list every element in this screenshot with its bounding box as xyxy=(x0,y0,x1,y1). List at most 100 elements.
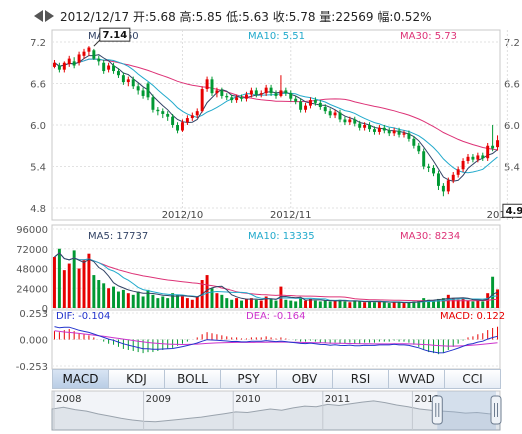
tab-cci[interactable]: CCI xyxy=(444,369,501,389)
volume-bar xyxy=(308,298,312,308)
macd-y-tick: 0.000 xyxy=(19,336,48,347)
candle-body xyxy=(52,62,56,67)
volume-bar xyxy=(284,299,288,308)
macd-legend-item: MACD: 0.122 xyxy=(440,311,505,322)
volume-bar xyxy=(146,289,150,308)
volume-legend-item: MA5: 17737 xyxy=(88,231,148,242)
volume-bar xyxy=(446,294,450,308)
tab-obv[interactable]: OBV xyxy=(276,369,333,389)
candle-body xyxy=(126,79,130,83)
volume-bar xyxy=(230,299,234,308)
candle-body xyxy=(387,130,391,134)
volume-bar xyxy=(77,268,81,308)
tab-wvad[interactable]: WVAD xyxy=(388,369,445,389)
volume-y-tick: 24000 xyxy=(16,284,48,295)
candle-body xyxy=(313,100,317,103)
volume-bar xyxy=(289,300,293,308)
candle-body xyxy=(77,54,81,63)
volume-y-tick: 0 xyxy=(42,304,48,315)
volume-bar xyxy=(62,270,66,308)
volume-bar xyxy=(269,298,273,308)
ma30-line xyxy=(54,58,498,151)
volume-bar xyxy=(205,275,209,308)
volume-bar xyxy=(82,260,86,308)
candle-body xyxy=(151,97,155,110)
candle-body xyxy=(87,47,91,52)
candle-body xyxy=(368,125,372,130)
right-triangle-icon[interactable] xyxy=(45,10,54,22)
volume-bar xyxy=(392,302,396,308)
candle-body xyxy=(264,87,268,94)
volume-bar xyxy=(471,301,475,308)
volume-bar xyxy=(323,300,327,308)
price-y-tick-right: 5.4 xyxy=(504,163,520,174)
volume-legend-item: MA10: 13335 xyxy=(248,231,315,242)
candle-body xyxy=(220,90,224,96)
volume-bar xyxy=(235,298,239,308)
candle-body xyxy=(294,98,298,102)
volume-bar xyxy=(481,301,485,308)
volume-bar xyxy=(121,289,125,308)
annotation-box xyxy=(502,203,522,218)
volume-bar xyxy=(195,296,199,308)
candle-body xyxy=(249,90,253,95)
candle-body xyxy=(412,138,416,146)
macd-legend-item: DEA: -0.164 xyxy=(246,311,305,322)
volume-bar xyxy=(328,301,332,308)
volume-bar xyxy=(171,293,175,308)
annotation-leader xyxy=(93,39,101,47)
tab-boll[interactable]: BOLL xyxy=(164,369,221,389)
volume-bar xyxy=(87,253,91,308)
volume-bar xyxy=(343,301,347,308)
candle-body xyxy=(353,119,357,124)
volume-bar xyxy=(294,301,298,308)
volume-bar xyxy=(259,300,263,308)
candle-body xyxy=(323,107,327,112)
price-y-tick-right: 7.2 xyxy=(504,38,520,49)
candle-body xyxy=(377,127,381,132)
volume-bar xyxy=(210,288,214,308)
annotation-label: 7.14 xyxy=(103,30,128,41)
candle-body xyxy=(274,93,278,96)
volume-bar xyxy=(67,263,71,308)
volume-bar xyxy=(313,300,317,308)
volume-bar xyxy=(279,286,283,308)
drag-handle-icon[interactable] xyxy=(490,395,502,425)
left-triangle-icon[interactable] xyxy=(34,10,43,22)
candle-body xyxy=(422,151,426,167)
volume-bar xyxy=(185,298,189,308)
candle-body xyxy=(466,156,470,161)
volume-bar xyxy=(407,302,411,308)
tab-macd[interactable]: MACD xyxy=(52,369,109,389)
volume-bar xyxy=(299,298,303,308)
volume-bar xyxy=(161,296,165,308)
candle-body xyxy=(328,111,332,116)
candle-body xyxy=(67,58,71,65)
price-x-tick-label: 2012/11 xyxy=(270,210,312,221)
tab-psy[interactable]: PSY xyxy=(220,369,277,389)
volume-bar xyxy=(72,250,76,308)
volume-bar xyxy=(436,298,440,308)
candle-body xyxy=(481,155,485,159)
drag-handle-icon[interactable] xyxy=(431,395,443,425)
volume-bar xyxy=(254,299,258,308)
candle-body xyxy=(372,129,376,132)
candle-body xyxy=(156,109,160,112)
volume-bar xyxy=(427,299,431,308)
volume-bar xyxy=(52,256,56,308)
volume-bar xyxy=(422,298,426,308)
timeline-selection xyxy=(437,391,496,430)
price-legend-item: MA10: 5.51 xyxy=(248,31,305,42)
annotation-box xyxy=(99,27,131,42)
tab-kdj[interactable]: KDJ xyxy=(108,369,165,389)
tab-rsi[interactable]: RSI xyxy=(332,369,389,389)
candle-body xyxy=(451,174,455,181)
volume-bar xyxy=(372,302,376,308)
candle-body xyxy=(215,90,219,94)
timeline-year-label: 2009 xyxy=(146,394,171,405)
volume-bar xyxy=(156,298,160,308)
volume-bar xyxy=(476,299,480,308)
timeline-year-label: 2010 xyxy=(235,394,260,405)
dif-line xyxy=(54,326,498,354)
volume-bar xyxy=(397,302,401,308)
